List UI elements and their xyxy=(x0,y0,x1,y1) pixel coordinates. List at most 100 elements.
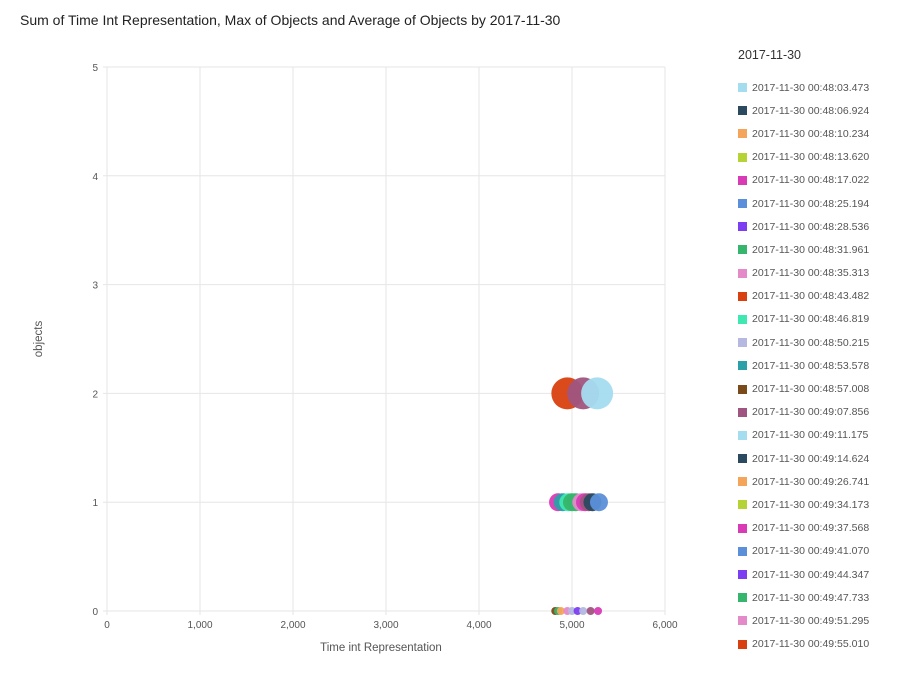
legend-label: 2017-11-30 00:49:41.070 xyxy=(752,545,870,558)
legend-swatch xyxy=(738,454,747,464)
legend-swatch xyxy=(738,291,747,301)
legend-swatch xyxy=(738,175,747,185)
legend-label: 2017-11-30 00:49:37.568 xyxy=(752,522,870,535)
legend-label: 2017-11-30 00:49:47.733 xyxy=(752,591,870,604)
legend-item[interactable]: 2017-11-30 00:48:10.234 xyxy=(738,122,898,145)
legend-swatch xyxy=(738,616,747,626)
legend-swatch xyxy=(738,338,747,348)
legend-item[interactable]: 2017-11-30 00:48:03.473 xyxy=(738,76,898,99)
legend-item[interactable]: 2017-11-30 00:49:47.733 xyxy=(738,586,898,609)
legend-swatch xyxy=(738,199,747,209)
legend-swatch xyxy=(738,500,747,510)
legend-label: 2017-11-30 00:49:44.347 xyxy=(752,568,870,581)
legend-swatch xyxy=(738,83,747,93)
legend-swatch xyxy=(738,245,747,255)
legend-swatch xyxy=(738,384,747,394)
chart-title: Sum of Time Int Representation, Max of O… xyxy=(20,12,561,28)
legend-swatch xyxy=(738,570,747,580)
legend-item[interactable]: 2017-11-30 00:48:53.578 xyxy=(738,354,898,377)
legend-item[interactable]: 2017-11-30 00:49:26.741 xyxy=(738,470,898,493)
legend-swatch xyxy=(738,593,747,603)
bubble-point xyxy=(573,607,582,615)
y-tick-label: 5 xyxy=(92,63,98,74)
x-tick-label: 3,000 xyxy=(373,620,398,631)
bubble-point xyxy=(568,607,576,615)
legend-label: 2017-11-30 00:48:43.482 xyxy=(752,290,870,303)
legend-item[interactable]: 2017-11-30 00:48:46.819 xyxy=(738,308,898,331)
legend-label: 2017-11-30 00:48:10.234 xyxy=(752,127,870,140)
y-axis-label: objects xyxy=(33,321,45,358)
legend-label: 2017-11-30 00:49:26.741 xyxy=(752,475,870,488)
x-axis-label: Time int Representation xyxy=(320,642,442,654)
bubble-point xyxy=(581,377,614,410)
bubble-point xyxy=(594,607,603,615)
legend-item[interactable]: 2017-11-30 00:48:57.008 xyxy=(738,377,898,400)
legend: 2017-11-30 2017-11-30 00:48:03.473 2017-1… xyxy=(738,48,898,658)
legend-title: 2017-11-30 xyxy=(738,48,802,62)
legend-label: 2017-11-30 00:49:34.173 xyxy=(752,498,870,511)
bubble-point xyxy=(579,607,588,615)
legend-item[interactable]: 2017-11-30 00:48:31.961 xyxy=(738,238,898,261)
legend-label: 2017-11-30 00:48:46.819 xyxy=(752,313,870,326)
legend-label: 2017-11-30 00:49:14.624 xyxy=(752,452,870,465)
x-tick-label: 5,000 xyxy=(559,620,584,631)
legend-swatch xyxy=(738,222,747,232)
legend-item[interactable]: 2017-11-30 00:49:11.175 xyxy=(738,424,898,447)
legend-swatch xyxy=(738,546,747,556)
x-tick-label: 4,000 xyxy=(466,620,491,631)
x-tick-label: 0 xyxy=(104,620,110,631)
legend-item[interactable]: 2017-11-30 00:49:55.010 xyxy=(738,633,898,656)
legend-item[interactable]: 2017-11-30 00:49:41.070 xyxy=(738,540,898,563)
legend-label: 2017-11-30 00:49:11.175 xyxy=(752,429,869,442)
legend-item[interactable]: 2017-11-30 00:49:07.856 xyxy=(738,401,898,424)
legend-swatch xyxy=(738,639,747,649)
legend-label: 2017-11-30 00:48:17.022 xyxy=(752,174,870,187)
y-tick-label: 0 xyxy=(92,607,98,618)
bubble-chart: 0 1,000 2,000 3,000 4,000 5,000 6,000 0 1 2 3 4 5 Tim… xyxy=(33,63,678,654)
legend-item[interactable]: 2017-11-30 00:48:35.313 xyxy=(738,262,898,285)
legend-swatch xyxy=(738,477,747,487)
legend-item[interactable]: 2017-11-30 00:48:28.536 xyxy=(738,215,898,238)
legend-item[interactable]: 2017-11-30 00:49:37.568 xyxy=(738,517,898,540)
legend-item[interactable]: 2017-11-30 00:49:14.624 xyxy=(738,447,898,470)
legend-swatch xyxy=(738,523,747,533)
legend-item[interactable]: 2017-11-30 00:48:13.620 xyxy=(738,146,898,169)
legend-item[interactable]: 2017-11-30 00:48:17.022 xyxy=(738,169,898,192)
bubble-point xyxy=(556,607,565,615)
legend-label: 2017-11-30 00:48:53.578 xyxy=(752,359,870,372)
legend-label: 2017-11-30 00:49:51.295 xyxy=(752,614,870,627)
x-tick-label: 6,000 xyxy=(652,620,677,631)
y-tick-label: 1 xyxy=(92,498,98,509)
bubble-point xyxy=(589,493,608,512)
legend-item[interactable]: 2017-11-30 00:49:34.173 xyxy=(738,493,898,516)
legend-item[interactable]: 2017-11-30 00:49:44.347 xyxy=(738,563,898,586)
legend-label: 2017-11-30 00:48:31.961 xyxy=(752,243,870,256)
legend-item[interactable]: 2017-11-30 00:48:43.482 xyxy=(738,285,898,308)
legend-swatch xyxy=(738,129,747,139)
legend-swatch xyxy=(738,407,747,417)
legend-item[interactable]: 2017-11-30 00:48:06.924 xyxy=(738,99,898,122)
legend-label: 2017-11-30 00:48:03.473 xyxy=(752,81,870,94)
legend-label: 2017-11-30 00:48:57.008 xyxy=(752,383,870,396)
legend-swatch xyxy=(738,314,747,324)
legend-swatch xyxy=(738,152,747,162)
legend-swatch xyxy=(738,106,747,116)
legend-label: 2017-11-30 00:48:50.215 xyxy=(752,336,870,349)
y-tick-label: 3 xyxy=(92,281,98,292)
legend-label: 2017-11-30 00:48:06.924 xyxy=(752,104,870,117)
legend-swatch xyxy=(738,430,747,440)
y-tick-label: 4 xyxy=(92,172,98,183)
legend-swatch xyxy=(738,361,747,371)
legend-label: 2017-11-30 00:48:28.536 xyxy=(752,220,870,233)
legend-label: 2017-11-30 00:48:13.620 xyxy=(752,151,870,164)
x-tick-label: 2,000 xyxy=(280,620,305,631)
legend-label: 2017-11-30 00:49:07.856 xyxy=(752,406,870,419)
legend-item[interactable]: 2017-11-30 00:48:25.194 xyxy=(738,192,898,215)
legend-swatch xyxy=(738,268,747,278)
y-tick-label: 2 xyxy=(92,389,98,400)
legend-item[interactable]: 2017-11-30 00:48:50.215 xyxy=(738,331,898,354)
bubble-point xyxy=(586,607,595,615)
legend-label: 2017-11-30 00:48:35.313 xyxy=(752,267,870,280)
legend-item[interactable]: 2017-11-30 00:49:51.295 xyxy=(738,609,898,632)
x-tick-label: 1,000 xyxy=(187,620,212,631)
